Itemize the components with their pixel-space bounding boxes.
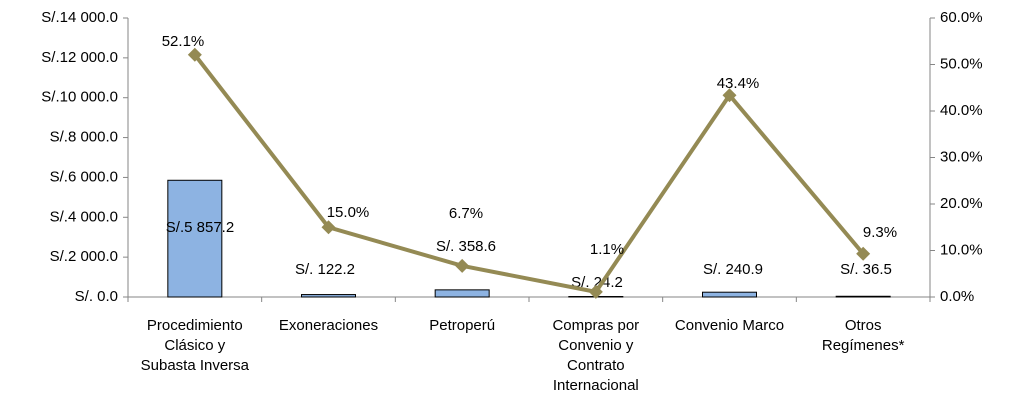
- line-marker: [856, 246, 871, 261]
- y2-tick-label: 50.0%: [940, 55, 983, 72]
- line-value-label: 9.3%: [863, 224, 897, 241]
- y-tick-label: S/.12 000.0: [41, 49, 118, 66]
- y-tick-label: S/.6 000.0: [50, 168, 118, 185]
- x-tick-label: Convenio Marco: [674, 317, 785, 334]
- x-tick-label: Compras por Convenio y Contrato Internac…: [552, 317, 640, 394]
- y2-tick-label: 0.0%: [940, 288, 974, 305]
- line-value-label: 15.0%: [327, 204, 370, 221]
- x-tick-label: Otros Regímenes*: [821, 317, 905, 354]
- line-marker: [321, 220, 336, 235]
- x-tick-label: Petroperú: [429, 317, 496, 334]
- y2-tick-label: 30.0%: [940, 148, 983, 165]
- bar: [434, 289, 490, 298]
- bar: [167, 179, 223, 298]
- line-marker: [187, 47, 202, 62]
- y2-tick-label: 60.0%: [940, 9, 983, 26]
- y-tick-label: S/. 0.0: [75, 288, 118, 305]
- bar-value-label: S/. 36.5: [840, 261, 892, 278]
- y-tick-label: S/.4 000.0: [50, 208, 118, 225]
- y2-tick-label: 40.0%: [940, 102, 983, 119]
- y-tick-label: S/.14 000.0: [41, 9, 118, 26]
- y2-tick-label: 10.0%: [940, 241, 983, 258]
- line-marker: [455, 258, 470, 273]
- x-tick-label: Exoneraciones: [278, 317, 379, 334]
- bar-value-label: S/. 358.6: [436, 238, 496, 255]
- y-tick-label: S/.2 000.0: [50, 248, 118, 265]
- y-tick-label: S/.8 000.0: [50, 129, 118, 146]
- bar: [702, 291, 757, 298]
- bar-value-label: S/.5 857.2: [166, 219, 234, 236]
- bar-value-label: S/. 122.2: [295, 261, 355, 278]
- line-marker: [722, 88, 737, 103]
- bar-value-label: S/. 240.9: [703, 261, 763, 278]
- line-value-label: 1.1%: [590, 241, 624, 258]
- bar: [301, 294, 356, 298]
- y-tick-label: S/.10 000.0: [41, 89, 118, 106]
- line-value-label: 43.4%: [717, 75, 760, 92]
- bar-value-label: S/. 24.2: [571, 274, 623, 291]
- line: [193, 53, 865, 295]
- y2-tick-label: 20.0%: [940, 195, 983, 212]
- bar: [835, 295, 891, 298]
- x-tick-label: Procedimiento Clásico y Subasta Inversa: [140, 317, 250, 374]
- line-marker: [588, 284, 603, 299]
- line-value-label: 6.7%: [449, 205, 483, 222]
- line-value-label: 52.1%: [162, 33, 205, 50]
